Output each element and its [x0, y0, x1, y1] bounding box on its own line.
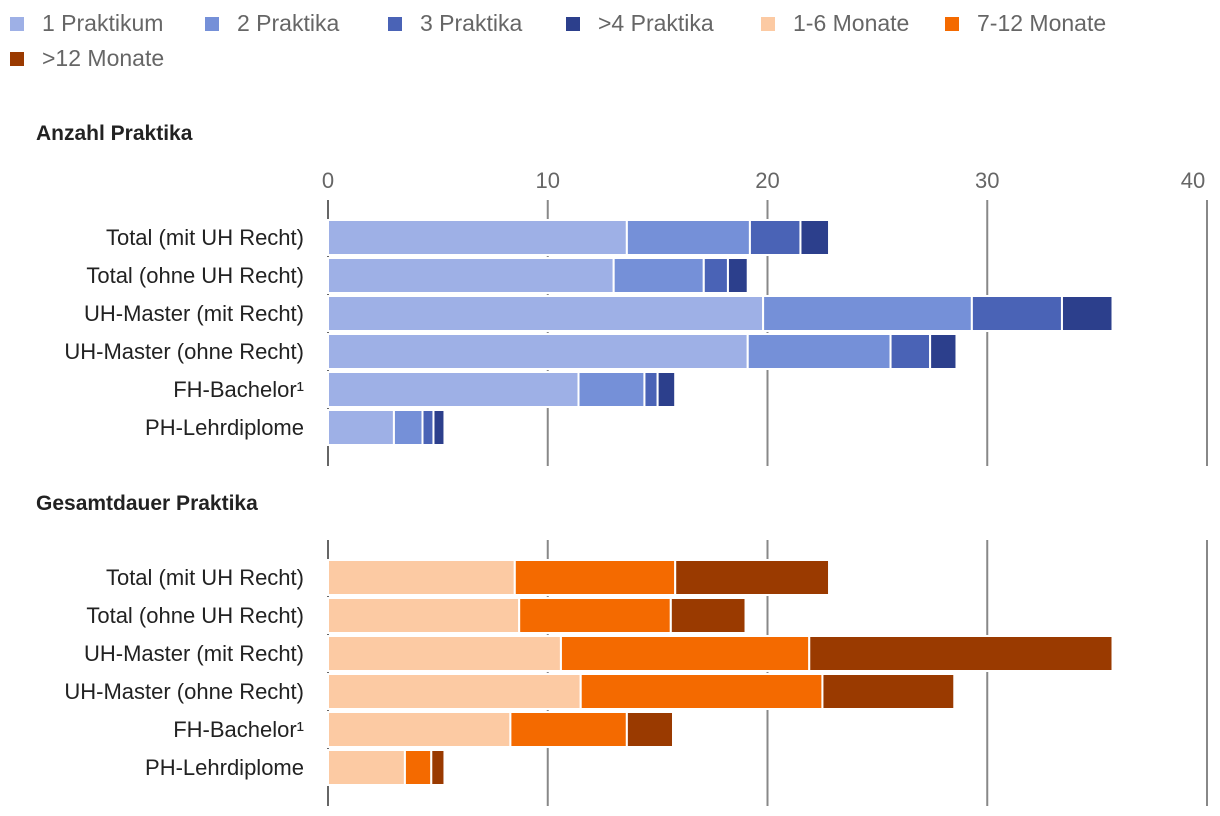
bar-segment — [579, 673, 824, 710]
category-label: UH-Master (mit Recht) — [84, 641, 304, 666]
bar-segment — [625, 219, 751, 256]
bar-segment — [643, 371, 659, 408]
category-label: Total (ohne UH Recht) — [86, 263, 304, 288]
bar-segment — [1060, 295, 1114, 332]
bar-segment — [432, 409, 446, 446]
bar-segment — [327, 371, 580, 408]
legend-item: 3 Praktika — [388, 10, 522, 37]
category-label: UH-Master (ohne Recht) — [64, 339, 304, 364]
category-label: PH-Lehrdiplome — [145, 755, 304, 780]
legend-item: 2 Praktika — [205, 10, 339, 37]
legend-item: >12 Monate — [10, 45, 164, 72]
category-label: UH-Master (ohne Recht) — [64, 679, 304, 704]
category-label: Total (mit UH Recht) — [106, 225, 304, 250]
legend-item: 1 Praktikum — [10, 10, 163, 37]
bar-segment — [327, 219, 628, 256]
legend-swatch — [10, 51, 24, 66]
bar-segment — [746, 333, 892, 370]
bar-segment — [674, 559, 831, 596]
bar-segment — [612, 257, 705, 294]
bar-segment — [970, 295, 1063, 332]
bar-segment — [929, 333, 958, 370]
bar-segment — [327, 711, 512, 748]
legend-item: >4 Praktika — [566, 10, 714, 37]
bar-segment — [518, 597, 672, 634]
legend-label: 1-6 Monate — [793, 10, 910, 36]
bar-segment — [509, 711, 628, 748]
bar-segment — [327, 673, 582, 710]
bar-segment — [392, 409, 424, 446]
legend-label: 7-12 Monate — [977, 10, 1107, 36]
bar-segment — [327, 257, 615, 294]
bar-segment — [748, 219, 802, 256]
bar-segment — [799, 219, 831, 256]
panel-title-anzahl: Anzahl Praktika — [36, 122, 193, 145]
bar-segment — [726, 257, 749, 294]
legend-swatch — [388, 16, 402, 31]
legend-swatch — [10, 16, 24, 31]
bar-segment — [625, 711, 675, 748]
category-label: PH-Lehrdiplome — [145, 415, 304, 440]
legend-label: >12 Monate — [42, 45, 165, 71]
bar-segment — [669, 597, 747, 634]
bar-segment — [762, 295, 973, 332]
legend-swatch — [761, 16, 775, 31]
bar-segment — [327, 409, 395, 446]
bar-segment — [808, 635, 1114, 672]
legend-label: >4 Praktika — [598, 10, 714, 36]
bar-segment — [327, 333, 749, 370]
category-label: FH-Bachelor¹ — [173, 717, 304, 742]
x-tick-label: 20 — [755, 168, 779, 193]
legend-label: 2 Praktika — [237, 10, 340, 36]
bar-segment — [421, 409, 435, 446]
bar-segment — [889, 333, 932, 370]
bar-segment — [577, 371, 646, 408]
legend-label: 1 Praktikum — [42, 10, 164, 36]
bar-segment — [327, 295, 765, 332]
legend-swatch — [566, 16, 580, 31]
legend-label: 3 Praktika — [420, 10, 523, 36]
bar-segment — [430, 749, 446, 786]
legend-item: 7-12 Monate — [945, 10, 1106, 37]
panel-title-gesamtdauer: Gesamtdauer Praktika — [36, 492, 258, 515]
category-label: UH-Master (mit Recht) — [84, 301, 304, 326]
x-tick-label: 30 — [975, 168, 999, 193]
x-tick-label: 40 — [1181, 168, 1205, 193]
x-tick-label: 0 — [322, 168, 334, 193]
bar-segment — [403, 749, 433, 786]
legend-swatch — [205, 16, 219, 31]
bar-segment — [327, 597, 521, 634]
category-label: Total (mit UH Recht) — [106, 565, 304, 590]
bar-segment — [821, 673, 956, 710]
bar-segment — [327, 559, 516, 596]
legend-item: 1-6 Monate — [761, 10, 909, 37]
category-label: FH-Bachelor¹ — [173, 377, 304, 402]
bar-segment — [656, 371, 677, 408]
bar-segment — [559, 635, 811, 672]
bar-segment — [327, 749, 406, 786]
bar-segment — [327, 635, 562, 672]
bar-segment — [513, 559, 677, 596]
x-tick-label: 10 — [536, 168, 560, 193]
legend-swatch — [945, 16, 959, 31]
bar-segment — [702, 257, 729, 294]
category-label: Total (ohne UH Recht) — [86, 603, 304, 628]
